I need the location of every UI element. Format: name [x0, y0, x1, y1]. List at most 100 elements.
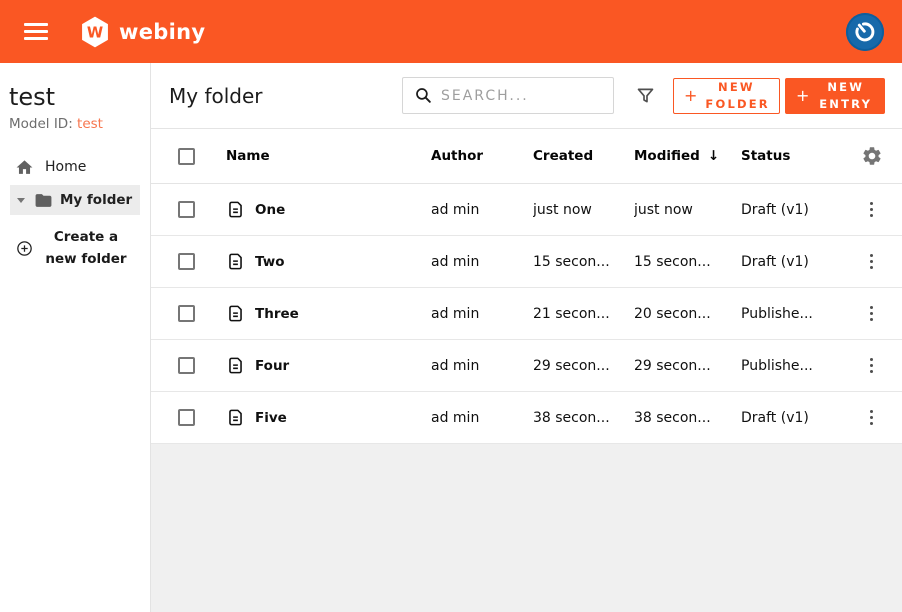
row-actions-kebab-icon[interactable] [862, 198, 882, 222]
sidebar: test Model ID: test Home My folder [0, 63, 151, 612]
table-row[interactable]: Two ad min 15 secon... 15 secon... Draft… [151, 236, 902, 288]
entries-table: Name Author Created Modified ↓ Status [151, 129, 902, 444]
cell-author: ad min [431, 305, 480, 322]
logo-letter: W [87, 24, 103, 41]
row-actions-kebab-icon[interactable] [862, 354, 882, 378]
webiny-logo-hexagon-icon: W [82, 16, 108, 47]
cell-row-actions [841, 354, 902, 378]
document-icon [229, 305, 242, 322]
cell-name: Two [211, 252, 431, 271]
entry-name: Two [255, 253, 285, 270]
table-row[interactable]: Four ad min 29 secon... 29 secon... Publ… [151, 340, 902, 392]
row-checkbox[interactable] [178, 201, 195, 218]
cell-modified: 38 secon... [634, 409, 711, 426]
cell-author: ad min [431, 253, 480, 270]
column-header-created[interactable]: Created [533, 148, 594, 164]
cell-table-settings [841, 145, 902, 167]
sidebar-item-home[interactable]: Home [0, 152, 150, 182]
chevron-down-icon[interactable] [17, 197, 25, 203]
create-folder-button[interactable]: Create a new folder [0, 227, 150, 270]
search-input[interactable] [441, 87, 605, 104]
document-icon [229, 409, 242, 426]
table-settings-gear-icon[interactable] [861, 145, 883, 167]
new-folder-button[interactable]: + NEW FOLDER [673, 77, 780, 114]
row-checkbox[interactable] [178, 357, 195, 374]
hamburger-menu-icon[interactable] [24, 23, 48, 40]
folder-icon [35, 193, 52, 207]
main-content: My folder + NEW FOLDER [151, 63, 902, 612]
model-id-label: Model ID: [9, 116, 78, 132]
avatar-power-icon [855, 21, 875, 41]
table-row[interactable]: One ad min just now just now Draft (v1) [151, 184, 902, 236]
cell-author: ad min [431, 409, 480, 426]
cell-row-actions [841, 250, 902, 274]
cell-created: 29 secon... [533, 357, 610, 374]
table-row[interactable]: Three ad min 21 secon... 20 secon... Pub… [151, 288, 902, 340]
cell-checkbox [151, 201, 211, 218]
row-checkbox[interactable] [178, 253, 195, 270]
new-entry-button[interactable]: + NEW ENTRY [785, 77, 885, 114]
cell-row-actions [841, 198, 902, 222]
cell-checkbox [151, 409, 211, 426]
column-header-author[interactable]: Author [431, 148, 484, 164]
cell-status: Draft (v1) [741, 201, 809, 218]
row-actions-kebab-icon[interactable] [862, 302, 882, 326]
cell-name: One [211, 200, 431, 219]
sidebar-item-my-folder[interactable]: My folder [10, 185, 140, 215]
row-checkbox[interactable] [178, 305, 195, 322]
model-id-value: test [77, 116, 103, 132]
create-folder-label: Create a new folder [45, 229, 127, 267]
column-header-name[interactable]: Name [226, 148, 270, 164]
filter-button[interactable] [635, 85, 656, 106]
modified-label: Modified [634, 148, 700, 164]
select-all-checkbox[interactable] [178, 147, 195, 165]
cell-created: 21 secon... [533, 305, 610, 322]
table-row[interactable]: Five ad min 38 secon... 38 secon... Draf… [151, 392, 902, 444]
plus-circle-icon [17, 241, 32, 256]
model-title: test [9, 83, 56, 111]
filter-funnel-icon [637, 88, 654, 103]
cell-created: 38 secon... [533, 409, 610, 426]
search-icon [416, 88, 431, 103]
brand-name: webiny [119, 19, 206, 44]
column-header-modified[interactable]: Modified ↓ [634, 148, 741, 164]
cell-name: Four [211, 356, 431, 375]
cell-name: Three [211, 304, 431, 323]
model-id: Model ID: test [9, 116, 150, 132]
column-header-status[interactable]: Status [741, 148, 791, 164]
cell-modified: 15 secon... [634, 253, 711, 270]
sort-descending-icon: ↓ [707, 148, 720, 164]
plus-icon: + [796, 85, 810, 105]
cell-modified: 29 secon... [634, 357, 711, 374]
cell-author: ad min [431, 357, 480, 374]
cell-status: Publishe... [741, 357, 813, 374]
row-actions-kebab-icon[interactable] [862, 250, 882, 274]
document-icon [229, 253, 242, 270]
entry-name: Three [255, 305, 299, 322]
cell-author: ad min [431, 201, 480, 218]
sidebar-home-label: Home [45, 159, 87, 175]
search-box[interactable] [402, 77, 614, 114]
sidebar-folder-label: My folder [60, 192, 133, 208]
cell-select-all [151, 147, 211, 165]
toolbar: My folder + NEW FOLDER [151, 63, 902, 129]
cell-checkbox [151, 305, 211, 322]
entry-name: Four [255, 357, 290, 374]
entry-name: One [255, 201, 286, 218]
cell-status: Draft (v1) [741, 253, 809, 270]
row-actions-kebab-icon[interactable] [862, 406, 882, 430]
row-checkbox[interactable] [178, 409, 195, 426]
cell-status: Draft (v1) [741, 409, 809, 426]
cell-modified: 20 secon... [634, 305, 711, 322]
cell-created: just now [533, 201, 592, 218]
new-entry-label: NEW ENTRY [819, 79, 873, 111]
page-title: My folder [169, 83, 263, 108]
app-header: W webiny [0, 0, 902, 63]
cell-modified: just now [634, 201, 693, 218]
home-icon [16, 159, 33, 174]
user-avatar[interactable] [846, 12, 884, 51]
webiny-logo[interactable]: W webiny [80, 16, 205, 48]
cell-checkbox [151, 253, 211, 270]
cell-name: Five [211, 408, 431, 427]
